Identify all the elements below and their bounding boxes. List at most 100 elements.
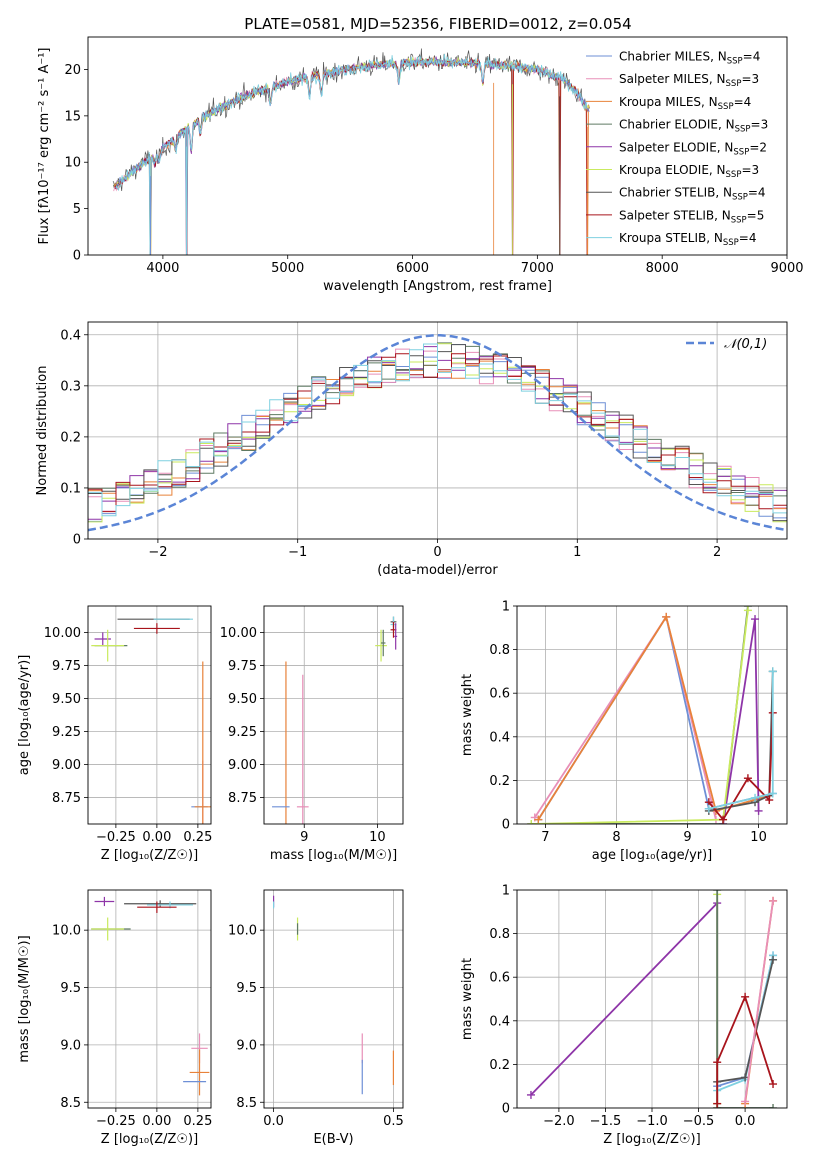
y-tick-label: 10.0 xyxy=(228,924,257,939)
y-tick-label: 8.75 xyxy=(52,791,81,806)
legend-entry: Chabrier MILES, NSSP=4 xyxy=(619,50,760,67)
legend-entry: Salpeter MILES, NSSP=3 xyxy=(619,72,759,89)
y-tick-label: 9.00 xyxy=(228,758,257,773)
y-tick-label: 9.25 xyxy=(52,725,81,740)
weight-marker xyxy=(769,1104,778,1108)
x-tick-label: −2.0 xyxy=(543,1114,575,1129)
y-tick-label: 0.8 xyxy=(489,643,510,658)
x-tick-label: 6000 xyxy=(396,261,429,276)
x-tick-label: 10 xyxy=(750,830,767,845)
spectrum-line-salpeter-miles xyxy=(113,57,590,255)
y-tick-label: 9.5 xyxy=(236,981,257,996)
y-axis-label: Flux [fλ10⁻¹⁷ erg cm⁻² s⁻¹ A⁻¹] xyxy=(37,48,52,245)
weight-line-chabrier-elodie xyxy=(716,890,773,1108)
weight-line-kroupa-miles xyxy=(537,614,770,821)
weight-marker xyxy=(751,793,760,802)
y-tick-label: 0 xyxy=(73,249,81,264)
x-tick-label: 4000 xyxy=(146,261,179,276)
errorbar-point xyxy=(133,623,180,634)
y-tick-label: 9.75 xyxy=(228,659,257,674)
plot-area xyxy=(88,890,211,1108)
weight-marker xyxy=(719,815,728,824)
plot-area xyxy=(112,48,591,255)
x-tick-label: 0.0 xyxy=(263,1114,284,1129)
panel-mass_vs_Z: −0.25 0.00 0.25 8.5 9.0 9.5 10.0 Z [log₁₀(Z/Z☉)… xyxy=(17,889,212,1147)
axes-frame xyxy=(516,889,788,1109)
errorbar-point xyxy=(91,917,125,941)
axes-frame xyxy=(516,605,788,825)
x-tick-label: −1.5 xyxy=(590,1114,622,1129)
y-tick-label: 9.75 xyxy=(52,659,81,674)
x-tick-label: 0.00 xyxy=(142,830,171,845)
axes-frame xyxy=(87,889,212,1109)
y-tick-label: 8.75 xyxy=(228,791,257,806)
y-tick-label: 0.6 xyxy=(489,687,510,702)
x-tick-label: −0.25 xyxy=(96,1114,136,1129)
axes-frame xyxy=(87,321,788,540)
y-tick-label: 10.00 xyxy=(220,626,257,641)
errorbar-point xyxy=(124,900,197,908)
x-tick-label: 8000 xyxy=(646,261,679,276)
x-tick-label: 10 xyxy=(369,830,386,845)
y-tick-label: 0.4 xyxy=(489,730,510,745)
normal-curve xyxy=(88,334,787,532)
x-tick-label: 1 xyxy=(573,545,581,560)
spectrum-legend: Chabrier MILES, NSSP=4 Salpeter MILES, NS… xyxy=(586,50,768,248)
weight-line-kroupa-stelib xyxy=(708,671,774,810)
weight-marker xyxy=(526,1090,535,1099)
panel-weight_vs_Z: −2.0 −1.5 −1.0 −0.5 0.0 0 0.2 0.4 0.6 0.8 1 Z [log₁… xyxy=(460,884,788,1147)
x-axis-label: age [log₁₀(age/yr)] xyxy=(592,848,713,863)
plot-area xyxy=(264,606,403,824)
spectrum-line-chabrier-elodie xyxy=(112,57,590,255)
y-tick-label: 1 xyxy=(502,884,510,899)
y-tick-label: 20 xyxy=(64,63,81,78)
weight-marker xyxy=(527,820,536,824)
axes-frame xyxy=(87,605,212,825)
errorbar-point xyxy=(194,661,211,824)
histogram-salpeter-stelib xyxy=(88,353,787,522)
weight-marker xyxy=(769,896,778,905)
weight-marker xyxy=(713,1058,722,1067)
legend-entry: Kroupa STELIB, NSSP=4 xyxy=(619,231,757,248)
panel-age_vs_mass: 9 10 8.75 9.00 9.25 9.50 9.75 10.00 mass [log₁₀(… xyxy=(220,605,404,863)
x-axis-label: mass [log₁₀(M/M☉)] xyxy=(270,848,397,863)
x-tick-label: −1 xyxy=(288,545,307,560)
y-axis-label: mass weight xyxy=(460,674,475,756)
errorbar-point xyxy=(296,674,309,824)
x-axis-label: Z [log₁₀(Z/Z☉)] xyxy=(603,1132,700,1147)
y-tick-label: 0.4 xyxy=(489,1014,510,1029)
y-tick-label: 8.5 xyxy=(236,1096,257,1111)
y-tick-label: 0 xyxy=(502,818,510,833)
plot-area xyxy=(88,322,787,539)
y-tick-label: 15 xyxy=(64,109,81,124)
weight-marker xyxy=(662,612,671,621)
weight-line-chabrier-elodie xyxy=(531,606,749,824)
panel-mass_vs_EBV: 0.0 0.5 8.5 9.0 9.5 10.0 E(B-V) xyxy=(228,889,404,1147)
weight-marker xyxy=(741,992,750,1001)
weight-line-kroupa-elodie xyxy=(531,610,749,824)
spectrum-line-kroupa-stelib xyxy=(115,53,588,255)
y-tick-label: 9.25 xyxy=(228,725,257,740)
y-tick-label: 10.00 xyxy=(44,626,81,641)
weight-marker xyxy=(713,1099,722,1108)
y-tick-label: 9.00 xyxy=(52,758,81,773)
plot-area xyxy=(517,890,787,1108)
y-axis-label: mass [log₁₀(M/M☉)] xyxy=(17,935,32,1062)
errorbar-point xyxy=(91,629,125,662)
axes-frame xyxy=(263,605,404,825)
weight-marker xyxy=(769,1080,778,1089)
x-tick-label: 0.00 xyxy=(142,1114,171,1129)
x-tick-label: 0.5 xyxy=(383,1114,404,1129)
panel-weight_vs_age: 7 8 9 10 0 0.2 0.4 0.6 0.8 1 age [log₁₀(age/yr)] ma… xyxy=(460,600,788,863)
errorbar-point xyxy=(189,1049,210,1096)
spectrum-line-chabrier-stelib xyxy=(112,48,587,255)
y-tick-label: 9.50 xyxy=(52,692,81,707)
weight-marker xyxy=(769,955,778,964)
y-tick-label: 0.2 xyxy=(489,774,510,789)
y-tick-label: 10 xyxy=(64,156,81,171)
weight-marker xyxy=(743,774,752,783)
x-axis-label: Z [log₁₀(Z/Z☉)] xyxy=(101,848,198,863)
y-tick-label: 0 xyxy=(73,533,81,548)
legend-entry: Chabrier ELODIE, NSSP=3 xyxy=(619,118,768,135)
